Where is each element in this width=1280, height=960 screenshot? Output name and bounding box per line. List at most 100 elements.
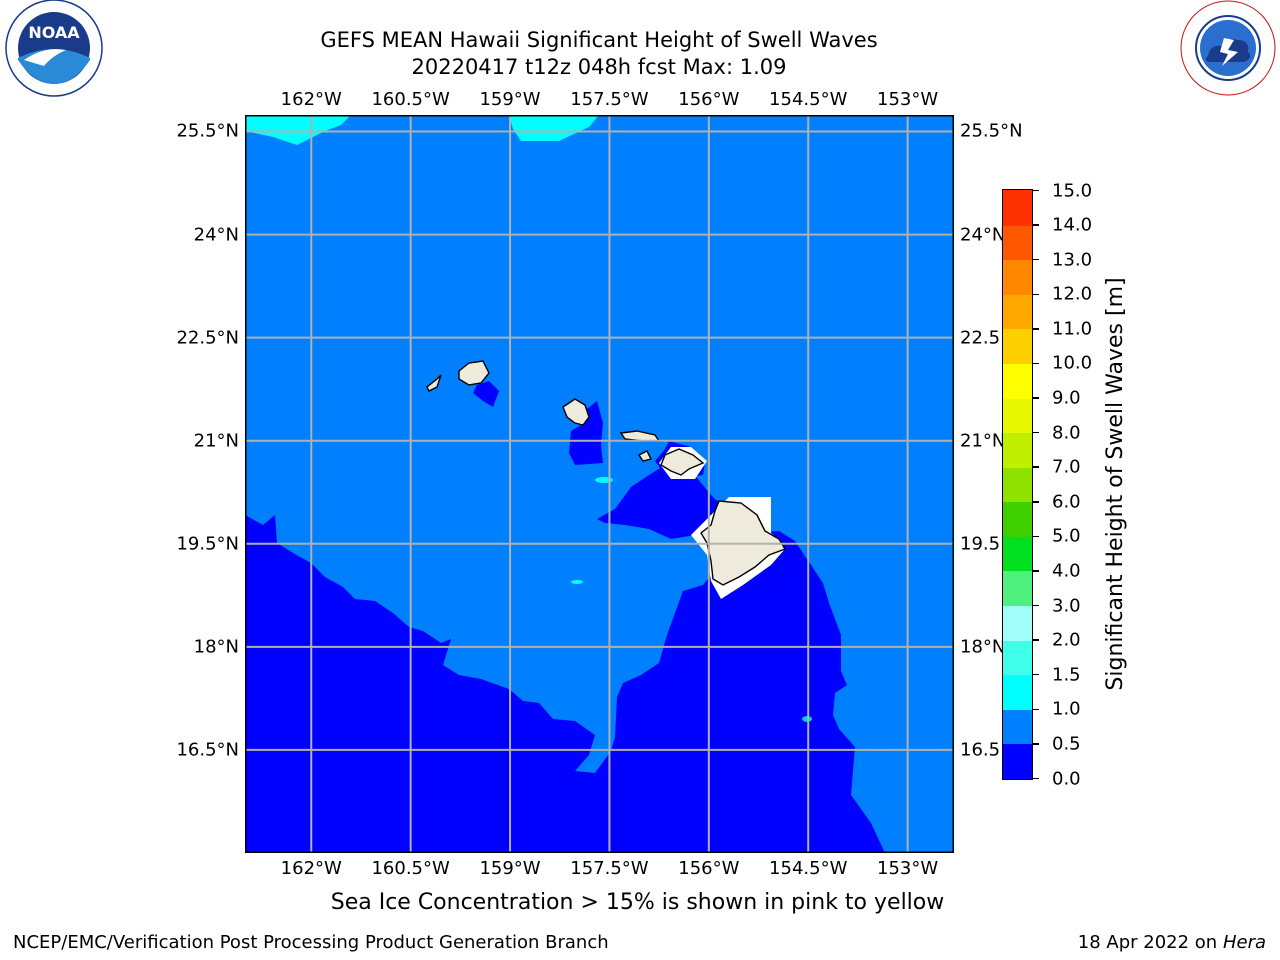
lon-tick-label-bottom: 153°W (877, 858, 939, 879)
chart-title-line2: 20220417 t12z 048h fcst Max: 1.09 (411, 55, 787, 79)
colorbar-tick-label: 8.0 (1052, 422, 1081, 444)
lat-tick-label-left: 16.5°N (176, 739, 239, 761)
island-kauai (458, 360, 490, 386)
swell-band-0.0-0.5-islands (597, 463, 723, 539)
colorbar-tick-label: 12.0 (1052, 283, 1093, 305)
colorbar-segment (1003, 294, 1032, 330)
lon-tick-label-top: 156°W (678, 89, 740, 110)
colorbar-title: Significant Height of Swell Waves [m] (1103, 277, 1128, 691)
lon-tick-label-bottom: 154.5°W (769, 858, 848, 879)
nws-logo (1178, 0, 1278, 100)
colorbar-tick-label: 3.0 (1052, 595, 1081, 617)
swell-band-0.0-0.5-kauai (473, 381, 499, 407)
map-border (245, 115, 954, 853)
colorbar-tick (1033, 431, 1039, 434)
colorbar-tick (1033, 258, 1039, 261)
island-niihau (426, 374, 442, 392)
colorbar (1002, 189, 1033, 780)
lat-tick-label-left: 18°N (193, 636, 239, 658)
colorbar-tick-label: 1.5 (1052, 664, 1081, 686)
lat-tick-label-right: 18°N (960, 636, 1006, 658)
swell-spot-2 (571, 580, 583, 584)
colorbar-tick (1033, 189, 1039, 192)
chart-title-line1: GEFS MEAN Hawaii Significant Height of S… (320, 28, 878, 52)
colorbar-tick-label: 0.5 (1052, 733, 1081, 755)
lon-tick-label-bottom: 159°W (479, 858, 541, 879)
gridlines (245, 115, 954, 853)
colorbar-tick (1033, 501, 1039, 503)
colorbar-tick (1033, 570, 1039, 572)
lat-tick-label-left: 21°N (193, 430, 239, 452)
footer-date: 18 Apr 2022 on Hera (1077, 932, 1266, 953)
lon-tick-label-top: 153°W (877, 89, 939, 110)
colorbar-tick (1033, 293, 1039, 295)
colorbar-segment (1003, 501, 1032, 537)
colorbar-tick (1033, 604, 1039, 607)
colorbar-segment (1003, 190, 1032, 226)
colorbar-segment (1003, 709, 1032, 745)
colorbar-tick-label: 13.0 (1052, 249, 1093, 271)
colorbar-tick (1033, 777, 1039, 780)
lat-tick-label-right: 21°N (960, 430, 1006, 452)
colorbar-segment (1003, 225, 1032, 261)
colorbar-segment (1003, 259, 1032, 295)
lon-tick-label-bottom: 157.5°W (570, 858, 649, 879)
colorbar-tick-label: 0.0 (1052, 768, 1081, 789)
svg-text:NOAA: NOAA (28, 23, 80, 42)
colorbar-tick-label: 4.0 (1052, 560, 1081, 582)
island-lanai (637, 450, 653, 462)
colorbar-tick (1033, 743, 1039, 745)
colorbar-segment (1003, 536, 1032, 572)
lat-tick-label-left: 25.5°N (176, 120, 239, 142)
swell-band-0.0-0.5-oahu (569, 401, 603, 465)
colorbar-segment (1003, 570, 1032, 607)
colorbar-tick (1033, 224, 1039, 226)
lat-tick-label-right: 25.5°N (960, 120, 1023, 142)
colorbar-tick (1033, 639, 1039, 641)
colorbar-tick-label: 10.0 (1052, 352, 1093, 374)
lat-tick-label-left: 24°N (193, 224, 239, 246)
colorbar-segment (1003, 363, 1032, 399)
colorbar-tick (1033, 328, 1039, 330)
colorbar-tick-label: 5.0 (1052, 525, 1081, 547)
colorbar-segment (1003, 328, 1032, 364)
colorbar-tick-label: 2.0 (1052, 629, 1081, 651)
lon-tick-label-top: 162°W (280, 89, 342, 110)
colorbar-tick-label: 1.0 (1052, 698, 1081, 720)
colorbar-segment (1003, 674, 1032, 710)
colorbar-tick-label: 11.0 (1052, 318, 1093, 340)
map-plot (245, 115, 954, 853)
colorbar-tick-label: 15.0 (1052, 180, 1093, 201)
swell-band-1.0-1.5-n (509, 115, 599, 141)
lon-tick-label-top: 157.5°W (570, 89, 649, 110)
footer-credit: NCEP/EMC/Verification Post Processing Pr… (13, 932, 609, 953)
colorbar-tick (1033, 397, 1039, 399)
colorbar-segment (1003, 743, 1032, 779)
swell-spot-3 (802, 716, 812, 722)
colorbar-segment (1003, 467, 1032, 503)
lon-tick-label-bottom: 156°W (678, 858, 740, 879)
colorbar-segment (1003, 397, 1032, 434)
island-oahu (562, 398, 590, 426)
colorbar-segment (1003, 640, 1032, 676)
colorbar-tick-label: 7.0 (1052, 456, 1081, 478)
colorbar-tick-label: 9.0 (1052, 387, 1081, 409)
colorbar-tick (1033, 466, 1039, 468)
colorbar-tick (1033, 535, 1039, 538)
colorbar-tick-label: 14.0 (1052, 214, 1093, 236)
colorbar-segment (1003, 605, 1032, 641)
colorbar-tick (1033, 708, 1039, 711)
sea-ice-caption: Sea Ice Concentration > 15% is shown in … (330, 890, 945, 915)
lon-tick-label-top: 160.5°W (371, 89, 450, 110)
noaa-logo: NOAA (4, 0, 104, 100)
swell-band-0.0-0.5-south (245, 515, 885, 853)
lat-tick-label-left: 19.5°N (176, 533, 239, 555)
lon-tick-label-bottom: 162°W (280, 858, 342, 879)
lon-tick-label-top: 154.5°W (769, 89, 848, 110)
island-maui (660, 448, 705, 476)
lon-tick-label-top: 159°W (479, 89, 541, 110)
lon-tick-label-bottom: 160.5°W (371, 858, 450, 879)
colorbar-tick (1033, 673, 1039, 676)
colorbar-segment (1003, 432, 1032, 468)
lat-tick-label-right: 24°N (960, 224, 1006, 246)
